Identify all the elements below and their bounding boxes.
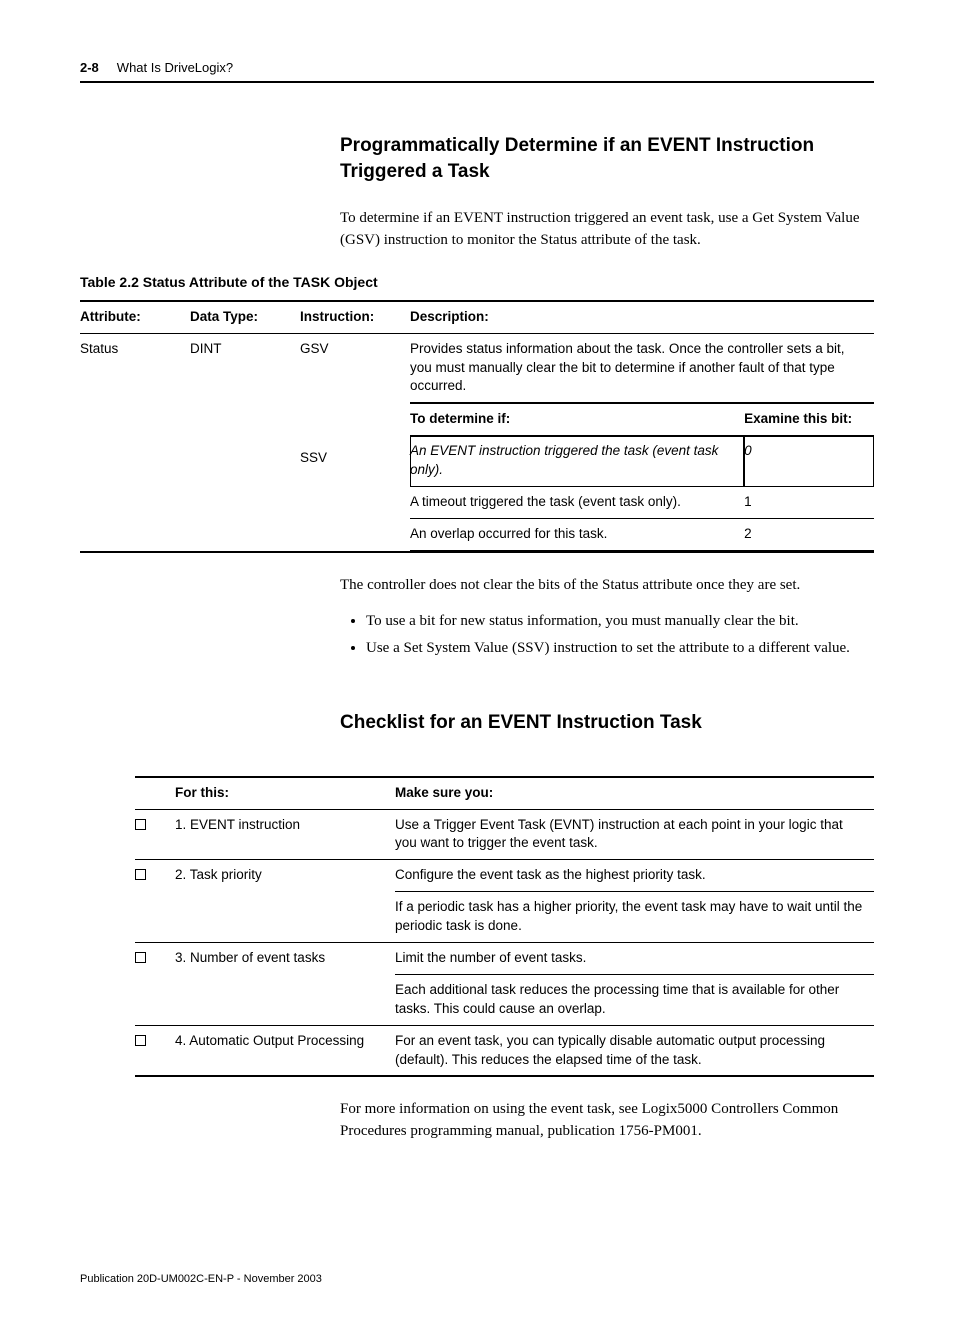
nested-cell-determine: An EVENT instruction triggered the task … [410, 436, 744, 487]
checkbox-icon [135, 869, 146, 880]
checkbox-icon [135, 819, 146, 830]
checklist-table: For this: Make sure you: 1. EVENT instru… [135, 776, 874, 1078]
checklist-desc: Limit the number of event tasks. [395, 943, 874, 975]
nested-th-bit: Examine this bit: [744, 403, 874, 435]
page-number: 2-8 [80, 60, 99, 75]
chapter-title: What Is DriveLogix? [117, 60, 233, 75]
cell-instr2: SSV [300, 443, 410, 551]
header-rule [80, 81, 874, 83]
th-forthis: For this: [175, 777, 395, 809]
section-intro: To determine if an EVENT instruction tri… [340, 208, 874, 252]
cell-datatype: DINT [190, 333, 300, 551]
bullet-item: To use a bit for new status information,… [366, 611, 874, 633]
th-makesure: Make sure you: [395, 777, 874, 809]
th-attribute: Attribute: [80, 301, 190, 333]
footer-publication: Publication 20D-UM002C-EN-P - November 2… [80, 1273, 874, 1285]
nested-cell-bit: 0 [744, 436, 874, 487]
checkbox-icon [135, 952, 146, 963]
checklist-desc: Configure the event task as the highest … [395, 860, 874, 892]
checklist-item: 3. Number of event tasks [175, 943, 395, 1026]
th-description: Description: [410, 301, 874, 333]
table-caption: Table 2.2 Status Attribute of the TASK O… [80, 274, 874, 290]
checklist-desc: If a periodic task has a higher priority… [395, 892, 874, 943]
checklist-desc: Use a Trigger Event Task (EVNT) instruct… [395, 809, 874, 860]
cell-desc: Provides status information about the ta… [410, 334, 874, 403]
section-heading: Programmatically Determine if an EVENT I… [340, 133, 874, 184]
after-table-para: The controller does not clear the bits o… [340, 575, 874, 597]
checklist-desc: Each additional task reduces the process… [395, 974, 874, 1025]
bullet-item: Use a Set System Value (SSV) instruction… [366, 638, 874, 660]
closing-para: For more information on using the event … [340, 1099, 874, 1143]
cell-attribute: Status [80, 333, 190, 551]
th-datatype: Data Type: [190, 301, 300, 333]
checklist-desc: For an event task, you can typically dis… [395, 1025, 874, 1076]
nested-cell-bit: 1 [744, 487, 874, 519]
bullet-list: To use a bit for new status information,… [340, 611, 874, 661]
nested-cell-determine: An overlap occurred for this task. [410, 518, 744, 550]
cell-instr1: GSV [300, 333, 410, 443]
nested-cell-determine: A timeout triggered the task (event task… [410, 487, 744, 519]
checklist-item: 4. Automatic Output Processing [175, 1025, 395, 1076]
checklist-item: 1. EVENT instruction [175, 809, 395, 860]
nested-cell-bit: 2 [744, 518, 874, 550]
nested-th-determine: To determine if: [410, 403, 744, 435]
nested-bit-table: To determine if: Examine this bit: An EV… [410, 402, 874, 550]
checklist-item: 2. Task priority [175, 860, 395, 943]
th-instruction: Instruction: [300, 301, 410, 333]
checkbox-icon [135, 1035, 146, 1046]
status-table: Attribute: Data Type: Instruction: Descr… [80, 300, 874, 553]
section-heading: Checklist for an EVENT Instruction Task [340, 710, 874, 736]
